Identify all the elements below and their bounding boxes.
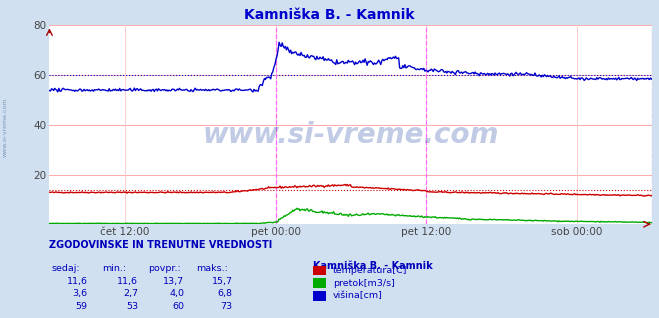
Text: 73: 73 [221,302,233,311]
Text: pretok[m3/s]: pretok[m3/s] [333,279,395,287]
Text: 53: 53 [127,302,138,311]
Text: 4,0: 4,0 [169,289,185,298]
Text: www.si-vreme.com: www.si-vreme.com [203,121,499,149]
Text: 2,7: 2,7 [123,289,138,298]
Text: ZGODOVINSKE IN TRENUTNE VREDNOSTI: ZGODOVINSKE IN TRENUTNE VREDNOSTI [49,240,273,250]
Text: 11,6: 11,6 [67,277,88,286]
Text: 6,8: 6,8 [217,289,233,298]
Text: 59: 59 [76,302,88,311]
Text: 15,7: 15,7 [212,277,233,286]
Text: Kamniška B. - Kamnik: Kamniška B. - Kamnik [244,8,415,22]
Text: temperatura[C]: temperatura[C] [333,266,407,275]
Text: višina[cm]: višina[cm] [333,291,383,300]
Text: povpr.:: povpr.: [148,264,181,273]
Text: 13,7: 13,7 [163,277,185,286]
Text: min.:: min.: [102,264,127,273]
Text: sedaj:: sedaj: [51,264,80,273]
Text: maks.:: maks.: [196,264,228,273]
Text: www.si-vreme.com: www.si-vreme.com [3,97,8,157]
Text: 11,6: 11,6 [117,277,138,286]
Text: 60: 60 [173,302,185,311]
Text: Kamniška B. - Kamnik: Kamniška B. - Kamnik [313,261,433,271]
Text: 3,6: 3,6 [72,289,88,298]
